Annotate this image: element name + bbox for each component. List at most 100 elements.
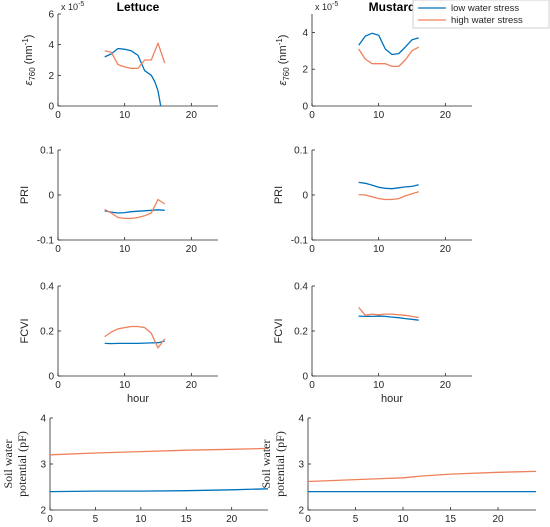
- x-tick-label: 10: [119, 110, 131, 121]
- series-line-high-water-stress: [104, 198, 166, 220]
- x-tick-label: 0: [309, 380, 315, 391]
- x-tick-label: 0: [55, 244, 61, 255]
- subplot-title: Mustard: [369, 0, 416, 14]
- x-tick-label: 10: [373, 244, 385, 255]
- y-axis-label-part: (nm: [277, 45, 289, 64]
- axis-exponent-power: -5: [332, 1, 338, 8]
- y-axis-label: Soil waterpotential (pF): [259, 431, 287, 497]
- subplot-6: 0 10 20 0 0.2 0.4 FCVI hour: [273, 282, 472, 405]
- y-axis-label: FCVI: [19, 318, 31, 343]
- subplot-5: 0 10 20 0 0.2 0.4 FCVI hour: [19, 282, 218, 405]
- x-tick-label: 5: [353, 514, 359, 525]
- axis-exponent-base: x 10: [315, 2, 332, 12]
- y-tick-label: 0.4: [294, 282, 308, 293]
- series-line-high-water-stress: [358, 46, 420, 68]
- legend-box: [412, 0, 550, 29]
- y-tick-label: 6: [48, 10, 54, 21]
- y-tick-label: 3: [40, 460, 46, 471]
- series-line-low-water-stress: [104, 209, 165, 214]
- subplot-8: 0 5 10 15 20 2 3 4 Soil waterpotential (pF): [259, 414, 537, 525]
- y-axis-label-part: -1: [275, 38, 284, 46]
- y-tick-label: -0.1: [37, 236, 55, 247]
- x-tick-label: 20: [186, 244, 198, 255]
- y-tick-label: 2: [40, 506, 46, 517]
- subplot-1: 0 10 20 0 2 4 6 Lettuce x 10-5 ε760 (nm-1): [21, 0, 218, 121]
- series-line-low-water-stress: [104, 47, 162, 107]
- series-line-low-water-stress: [104, 340, 165, 345]
- x-tick-label: 10: [373, 110, 385, 121]
- y-axis-label: PRI: [19, 186, 31, 204]
- subplot-title: Lettuce: [117, 0, 160, 14]
- axis-exponent: x 10-5: [315, 1, 338, 12]
- series-line-low-water-stress: [358, 32, 419, 56]
- series-line-low-water-stress: [49, 488, 269, 493]
- y-axis-label-part: ): [277, 35, 289, 39]
- legend-label-high: high water stress: [451, 15, 523, 26]
- y-axis-label-part: 760: [282, 67, 291, 81]
- x-tick-label: 0: [309, 110, 315, 121]
- y-tick-label: 0: [48, 102, 54, 113]
- y-axis-label-part: ): [23, 35, 35, 39]
- y-axis-label: ε760 (nm-1): [275, 35, 291, 86]
- x-tick-label: 10: [373, 380, 385, 391]
- series-line-high-water-stress: [49, 447, 269, 456]
- x-tick-label: 20: [440, 380, 452, 391]
- x-tick-label: 20: [492, 514, 504, 525]
- axis-exponent-base: x 10: [61, 2, 78, 12]
- x-tick-label: 5: [93, 514, 99, 525]
- y-tick-label: 2: [48, 71, 54, 82]
- x-tick-label: 0: [47, 514, 53, 525]
- y-tick-label: 0.1: [40, 146, 54, 157]
- series-line-low-water-stress: [358, 181, 419, 190]
- x-tick-label: 0: [305, 514, 311, 525]
- y-axis-label-line: Soil water: [259, 440, 273, 489]
- y-tick-label: 0: [48, 191, 54, 202]
- y-axis-label: Soil waterpotential (pF): [1, 431, 29, 497]
- x-tick-label: 10: [119, 380, 131, 391]
- y-axis-label-line: potential (pF): [15, 431, 29, 497]
- y-tick-label: 2: [302, 65, 308, 76]
- legend-label-low: low water stress: [451, 3, 519, 14]
- series-line-high-water-stress: [104, 42, 166, 70]
- y-axis-label: FCVI: [273, 318, 285, 343]
- series-line-high-water-stress: [358, 306, 419, 319]
- subplot-7: 0 5 10 15 20 2 3 4 Soil waterpotential (pF): [1, 414, 269, 525]
- series-line-high-water-stress: [307, 470, 537, 483]
- y-tick-label: 2: [298, 506, 304, 517]
- axis-exponent-power: -5: [78, 1, 84, 8]
- x-axis-label: hour: [127, 393, 149, 405]
- y-tick-label: 0: [302, 191, 308, 202]
- x-tick-label: 15: [181, 514, 193, 525]
- y-tick-label: 0.1: [294, 146, 308, 157]
- y-tick-label: 0: [302, 372, 308, 383]
- y-tick-label: 0.2: [40, 327, 54, 338]
- y-axis-label-line: Soil water: [1, 440, 15, 489]
- x-tick-label: 10: [119, 244, 131, 255]
- series-line-high-water-stress: [358, 191, 419, 201]
- y-axis-label-part: ε: [277, 80, 289, 85]
- x-axis-label: hour: [381, 393, 403, 405]
- y-axis-label-part: -1: [21, 38, 30, 46]
- y-axis-label-part: ε: [23, 80, 35, 85]
- x-tick-label: 20: [186, 380, 198, 391]
- x-tick-label: 20: [226, 514, 238, 525]
- x-tick-label: 0: [55, 380, 61, 391]
- y-axis-label-part: 760: [28, 67, 37, 81]
- x-tick-label: 0: [309, 244, 315, 255]
- x-tick-label: 0: [55, 110, 61, 121]
- y-tick-label: 0.4: [40, 282, 54, 293]
- series-line-high-water-stress: [104, 325, 166, 349]
- y-axis-label: ε760 (nm-1): [21, 35, 37, 86]
- y-axis-label: PRI: [273, 186, 285, 204]
- y-tick-label: 4: [40, 414, 46, 425]
- y-axis-label-line: potential (pF): [273, 431, 287, 497]
- x-tick-label: 20: [186, 110, 198, 121]
- y-tick-label: 0.2: [294, 327, 308, 338]
- subplot-2: 0 10 20 0 2 4 Mustard x 10-5 ε760 (nm-1): [275, 0, 472, 121]
- y-tick-label: 4: [302, 28, 308, 39]
- y-tick-label: 0: [302, 102, 308, 113]
